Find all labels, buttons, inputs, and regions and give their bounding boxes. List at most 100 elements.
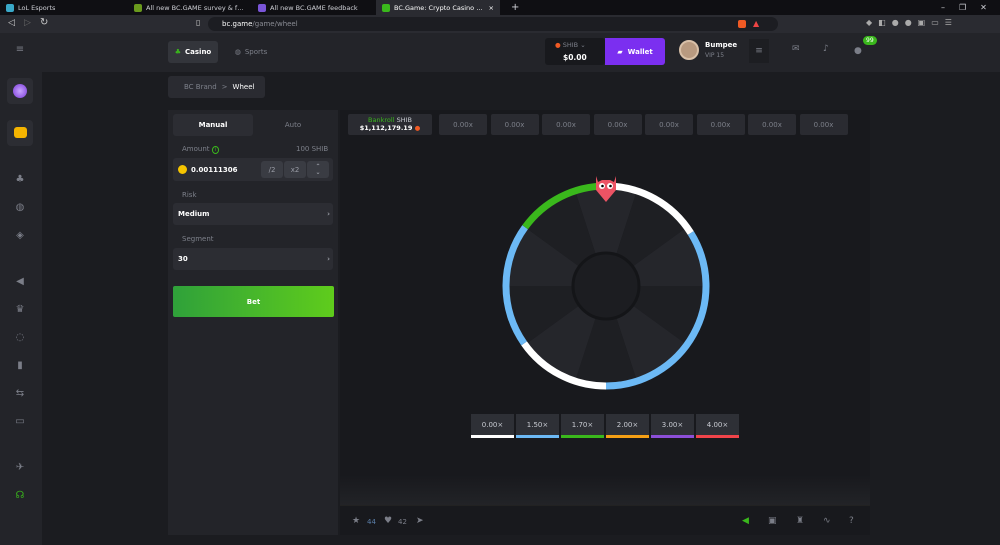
breadcrumb: BC Brand > Wheel [168,76,265,98]
close-window-icon[interactable]: ✕ [980,3,987,12]
brave-shield-icon[interactable] [738,20,746,28]
bankroll-currency: SHIB [396,116,412,124]
rewards-icon[interactable]: ▲ [753,19,760,28]
segment-select[interactable]: 30 › [173,248,333,270]
history-item: 0.00x [799,114,848,135]
chevron-down-icon: ⌄ [580,41,586,49]
lottery-icon[interactable]: ◈ [16,230,24,241]
sports-tab[interactable]: ◍ Sports [226,41,276,63]
help-icon[interactable]: ? [849,516,854,526]
multiplier-chip: 4.00× [696,414,739,438]
chat-icon[interactable]: ● [854,46,862,56]
wheel-slice [575,186,637,286]
breadcrumb-separator: > [221,83,228,91]
support-icon[interactable]: ☊ [15,490,25,501]
info-icon[interactable]: i [211,146,220,154]
bet-button[interactable]: Bet [173,286,334,317]
reload-icon[interactable]: ↻ [40,17,49,28]
history-item: 0.00x [439,114,487,135]
amount-value[interactable]: 0.00111306 [191,165,238,174]
game-footer: ★ 44 ♥ 42 ➤ ◀ ▣ ♜ ∿ ? [340,505,870,535]
amount-input[interactable]: 0.00111306 /2 x2 ⌃ ⌄ [173,158,333,181]
bonus-promo-icon[interactable] [7,120,33,146]
restore-icon[interactable]: ❐ [959,3,967,12]
url-path: /game/wheel [252,20,298,28]
bookmark-icon[interactable]: ▯ [196,18,201,27]
app-header: ♣ Casino ◍ Sports ● SHIB ⌄ $0.00 ▰ Wallet B… [42,33,1000,72]
minimize-icon[interactable]: – [941,3,945,12]
amount-label: Amount i [182,145,220,154]
star-icon[interactable]: ★ [352,516,361,526]
tab-survey[interactable]: All new BC.GAME survey & feedback r [128,0,252,15]
wheel [502,176,710,390]
vip-club-icon[interactable]: ♛ [15,304,25,315]
affiliate-icon[interactable]: ▮ [17,360,23,371]
url-host: bc.game [222,20,253,28]
casino-tab[interactable]: ♣ Casino [168,41,218,63]
inbox-icon[interactable]: ✉ [792,44,800,54]
bankroll-box[interactable]: Bankroll SHIB $1,112,179.19 ● [348,114,432,135]
wallet-button[interactable]: ▰ Wallet [605,38,665,65]
promotions-icon[interactable]: ◀ [16,276,24,287]
avatar[interactable] [679,40,699,60]
new-tab-button[interactable]: + [511,2,520,13]
owl-pointer-icon [596,176,616,202]
tab-auto[interactable]: Auto [284,121,302,129]
heart-icon[interactable]: ♥ [384,516,393,526]
tab-title: All new BC.GAME survey & feedback r [146,3,246,12]
sponsorship-icon[interactable]: ⇆ [15,388,25,399]
multiplier-chip: 3.00× [651,414,694,438]
tab-bc-game[interactable]: BC.Game: Crypto Casino Games &× [376,0,500,15]
wheel-ring-segment [605,231,710,390]
tab-title: BC.Game: Crypto Casino Games & [394,3,485,12]
window-controls[interactable]: – ❐ ✕ [935,0,993,15]
url-field[interactable]: bc.game/game/wheel ▲ [208,17,778,31]
amount-stepper-icon[interactable]: ⌃ ⌄ [307,161,329,178]
sports-icon[interactable]: ◍ [15,202,25,213]
tab-feedback[interactable]: All new BC.GAME feedback [252,0,376,15]
hotkeys-icon[interactable]: ▣ [768,516,777,526]
wheel-slice [575,286,637,386]
wheel-ring [502,182,710,390]
sidebar: ≡ ♣ ◍ ◈ ◀ ♛ ◌ ▮ ⇆ ▭ ✈ ☊ [0,33,42,545]
bankroll-value: $1,112,179.19 [359,124,413,132]
history-item: 0.00x [542,114,590,135]
history-item: 0.00x [696,114,745,135]
sound-icon[interactable]: ◀ [742,516,749,526]
bonus-icon[interactable]: ◌ [15,332,25,343]
chevron-right-icon: › [327,210,330,218]
half-button[interactable]: /2 [261,161,283,178]
segment-value: 30 [178,255,188,263]
tab-manual[interactable]: Manual [173,114,253,136]
user-menu-icon[interactable]: ≡ [749,39,769,63]
tab-close-icon[interactable]: × [488,3,494,12]
fairness-icon[interactable]: ♜ [796,516,805,526]
rocket-icon[interactable]: ✈ [15,462,25,473]
coin-icon [178,165,187,174]
notification-bell-icon[interactable]: ♪ [823,44,829,54]
bc-favicon-icon [382,3,390,12]
bet-controls-panel: Manual Auto Amount i 100 SHIB 0.00111306… [168,110,338,535]
multiplier-chip: 1.50× [516,414,559,438]
forward-icon[interactable]: ▷ [24,18,31,28]
bankroll-label: Bankroll [368,116,395,124]
currency-selector[interactable]: ● SHIB ⌄ $0.00 [545,38,605,65]
risk-select[interactable]: Medium › [173,203,333,225]
share-icon[interactable]: ➤ [416,516,424,526]
star-count: 44 [367,518,376,526]
breadcrumb-parent[interactable]: BC Brand [184,83,217,91]
currency-label: SHIB [562,41,579,49]
spin-promo-icon[interactable] [7,78,33,104]
forum-icon[interactable]: ▭ [15,416,25,427]
menu-icon[interactable]: ≡ [15,44,25,55]
game-area: Bankroll SHIB $1,112,179.19 ● 0.00x 0.00x… [340,110,870,505]
double-button[interactable]: x2 [284,161,306,178]
balance: $0.00 [563,53,587,62]
back-icon[interactable]: ◁ [8,18,15,28]
tab-lol-esports[interactable]: LoL Esports [0,0,128,15]
username[interactable]: Bumpee [705,41,738,49]
casino-icon[interactable]: ♣ [15,174,25,185]
wheel-ring-segment [521,341,607,390]
extensions-icons[interactable]: ◆◧●●▣▭☰ [866,18,958,27]
stats-icon[interactable]: ∿ [823,516,831,526]
